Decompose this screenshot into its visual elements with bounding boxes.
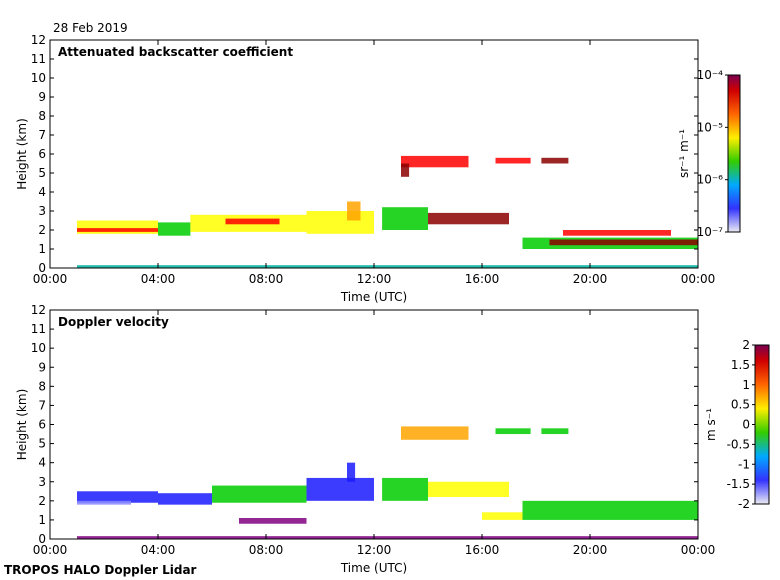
- colorbar-tick-label: 2: [742, 338, 750, 352]
- y-tick-label: 0: [38, 532, 46, 546]
- data-region: [428, 481, 509, 498]
- y-tick-label: 12: [31, 33, 46, 47]
- data-region: [77, 491, 158, 503]
- data-field: [77, 426, 698, 539]
- colorbar-tick-label: 10⁻⁷: [697, 225, 724, 239]
- y-tick-label: 9: [38, 360, 46, 374]
- y-tick-label: 10: [31, 71, 46, 85]
- x-tick-label: 00:00: [33, 543, 68, 557]
- colorbar: [754, 344, 770, 505]
- y-tick-label: 7: [38, 128, 46, 142]
- colorbar-tick-label: 10⁻⁴: [697, 68, 724, 82]
- data-region: [158, 222, 191, 236]
- y-tick-label: 8: [38, 109, 46, 123]
- colorbar-tick-label: 10⁻⁵: [697, 120, 724, 134]
- data-region: [347, 462, 356, 482]
- x-tick-label: 08:00: [249, 543, 284, 557]
- data-region: [522, 500, 698, 520]
- x-tick-label: 16:00: [465, 272, 500, 286]
- colorbar: [727, 74, 741, 233]
- colorbar-tick-label: 0.5: [731, 398, 750, 412]
- y-tick-label: 4: [38, 185, 46, 199]
- data-region: [401, 163, 410, 177]
- y-tick-label: 2: [38, 223, 46, 237]
- y-axis-label: Height (km): [15, 118, 29, 189]
- data-region: [239, 518, 307, 524]
- data-field: [77, 155, 698, 268]
- y-tick-label: 6: [38, 418, 46, 432]
- panel-title: Doppler velocity: [58, 315, 169, 329]
- y-tick-label: 0: [38, 261, 46, 275]
- colorbar-label: m s⁻¹: [704, 408, 718, 441]
- colorbar-tick-label: -1.5: [727, 477, 750, 491]
- x-axis-label: Time (UTC): [340, 290, 407, 304]
- y-tick-label: 10: [31, 341, 46, 355]
- x-tick-label: 00:00: [681, 543, 716, 557]
- data-region: [563, 230, 671, 236]
- y-tick-label: 7: [38, 398, 46, 412]
- data-region: [541, 428, 569, 435]
- data-region: [306, 477, 374, 501]
- y-tick-label: 11: [31, 322, 46, 336]
- colorbar-tick-label: -1: [738, 457, 750, 471]
- y-tick-label: 1: [38, 513, 46, 527]
- data-region: [401, 426, 469, 440]
- x-tick-label: 20:00: [573, 272, 608, 286]
- y-tick-label: 3: [38, 204, 46, 218]
- data-region: [401, 155, 469, 168]
- y-tick-label: 6: [38, 147, 46, 161]
- x-tick-label: 04:00: [141, 272, 176, 286]
- data-region: [77, 228, 158, 232]
- data-region: [306, 211, 374, 234]
- y-tick-label: 12: [31, 303, 46, 317]
- panel-title: Attenuated backscatter coefficient: [58, 45, 293, 59]
- colorbar-tick-label: 1: [742, 378, 750, 392]
- y-tick-label: 5: [38, 166, 46, 180]
- data-region: [495, 428, 531, 435]
- data-region: [428, 212, 509, 225]
- x-tick-label: 20:00: [573, 543, 608, 557]
- x-axis-label: Time (UTC): [340, 561, 407, 575]
- y-tick-label: 8: [38, 379, 46, 393]
- colorbar-tick-label: 10⁻⁶: [697, 173, 724, 187]
- data-region: [541, 157, 569, 164]
- data-region: [212, 485, 307, 503]
- y-tick-label: 5: [38, 437, 46, 451]
- y-tick-label: 11: [31, 52, 46, 66]
- data-region: [382, 207, 428, 230]
- colorbar-tick-label: -2: [738, 497, 750, 511]
- y-tick-label: 3: [38, 475, 46, 489]
- footer-label: TROPOS HALO Doppler Lidar: [4, 563, 197, 577]
- y-axis-label: Height (km): [15, 389, 29, 460]
- x-tick-label: 04:00: [141, 543, 176, 557]
- y-tick-label: 9: [38, 90, 46, 104]
- y-tick-label: 1: [38, 242, 46, 256]
- x-tick-label: 12:00: [357, 272, 392, 286]
- colorbar-label: sr⁻¹ m⁻¹: [677, 129, 691, 178]
- colorbar-tick-label: -0.5: [727, 437, 750, 451]
- x-tick-label: 00:00: [33, 272, 68, 286]
- data-region: [225, 218, 280, 225]
- x-tick-label: 08:00: [249, 272, 284, 286]
- x-tick-label: 00:00: [681, 272, 716, 286]
- data-region: [77, 265, 698, 268]
- data-region: [77, 500, 131, 505]
- x-tick-label: 16:00: [465, 543, 500, 557]
- data-region: [158, 493, 212, 505]
- data-region: [482, 512, 523, 520]
- y-tick-label: 2: [38, 494, 46, 508]
- data-region: [382, 477, 428, 501]
- colorbar-tick-label: 0: [742, 418, 750, 432]
- colorbar-tick-label: 1.5: [731, 358, 750, 372]
- data-region: [495, 157, 531, 164]
- data-region: [77, 536, 698, 539]
- y-tick-label: 4: [38, 456, 46, 470]
- data-region: [549, 239, 698, 246]
- x-tick-label: 12:00: [357, 543, 392, 557]
- data-region: [347, 201, 361, 221]
- date-label: 28 Feb 2019: [53, 21, 128, 35]
